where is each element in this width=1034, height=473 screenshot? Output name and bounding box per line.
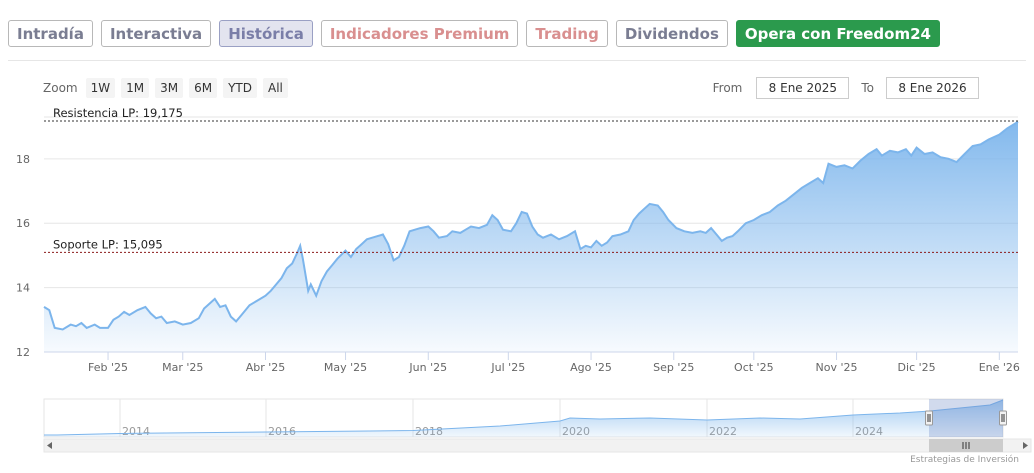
tab-dividendos[interactable]: Dividendos [615, 20, 728, 47]
zoom-selector: Zoom 1W 1M 3M 6M YTD All [43, 78, 288, 98]
navigator-area [44, 400, 1003, 437]
price-area-fill [44, 121, 1018, 352]
opera-freedom24-button[interactable]: Opera con Freedom24 [735, 20, 940, 47]
price-line-path [43, 120, 1019, 331]
y-tick-label: 16 [16, 217, 30, 230]
x-tick-label: Mar '25 [162, 361, 203, 374]
x-axis: Feb '25 Mar '25 Abr '25 May '25 Jun '25 Jul '… [44, 351, 1020, 374]
y-tick-label: 12 [16, 346, 30, 359]
x-tick-label: Nov '25 [816, 361, 858, 374]
tab-intradia[interactable]: Intradía [8, 20, 93, 47]
zoom-3m-button[interactable]: 3M [155, 78, 184, 98]
x-tick-label: May '25 [324, 361, 367, 374]
y-axis: 12 14 16 18 [16, 153, 30, 359]
from-label: From [712, 81, 743, 95]
tab-historica[interactable]: Histórica [219, 20, 313, 47]
tab-bar: Intradía Interactiva Histórica Indicador… [8, 20, 940, 47]
support-label: Soporte LP: 15,095 [53, 237, 163, 251]
zoom-1m-button[interactable]: 1M [121, 78, 150, 98]
x-tick-label: Jul '25 [490, 361, 525, 374]
tab-interactiva[interactable]: Interactiva [100, 20, 212, 47]
y-tick-label: 14 [16, 282, 30, 295]
zoom-6m-button[interactable]: 6M [189, 78, 218, 98]
x-tick-label: Abr '25 [246, 361, 286, 374]
price-area [44, 121, 1018, 352]
to-label: To [861, 81, 874, 95]
navigator[interactable]: 201420162018202020222024 [43, 398, 1032, 453]
x-tick-label: Ene '26 [979, 361, 1020, 374]
zoom-all-button[interactable]: All [263, 78, 288, 98]
from-date-input[interactable]: 8 Ene 2025 [756, 77, 850, 99]
divider [8, 60, 1026, 61]
scrollbar-track [43, 438, 1032, 453]
navigator-selection [929, 399, 1003, 437]
zoom-ytd-button[interactable]: YTD [223, 78, 257, 98]
x-tick-label: Jun '25 [408, 361, 447, 374]
to-date-input[interactable]: 8 Ene 2026 [886, 77, 979, 99]
y-tick-label: 18 [16, 153, 30, 166]
price-line [43, 120, 1019, 331]
tab-trading[interactable]: Trading [526, 20, 608, 47]
date-range: From 8 Ene 2025 To 8 Ene 2026 [713, 77, 979, 99]
support-resistance-lines: Resistencia LP: 19,175 Soporte LP: 15,095 [44, 106, 1018, 253]
credits-label: Estrategias de Inversión [910, 455, 1019, 465]
x-tick-label: Sep '25 [653, 361, 694, 374]
tab-indicadores-premium[interactable]: Indicadores Premium [320, 20, 519, 47]
navigator-handle-right [999, 410, 1007, 426]
navigator-handle-left [925, 410, 933, 426]
scroll-left-icon [47, 442, 52, 449]
resistance-label: Resistencia LP: 19,175 [53, 106, 183, 120]
x-tick-label: Oct '25 [734, 361, 774, 374]
zoom-1w-button[interactable]: 1W [85, 78, 116, 98]
x-tick-label: Ago '25 [570, 361, 612, 374]
zoom-label: Zoom [43, 81, 78, 95]
x-tick-label: Feb '25 [88, 361, 128, 374]
scroll-right-icon [1023, 442, 1028, 449]
x-tick-label: Dic '25 [898, 361, 936, 374]
